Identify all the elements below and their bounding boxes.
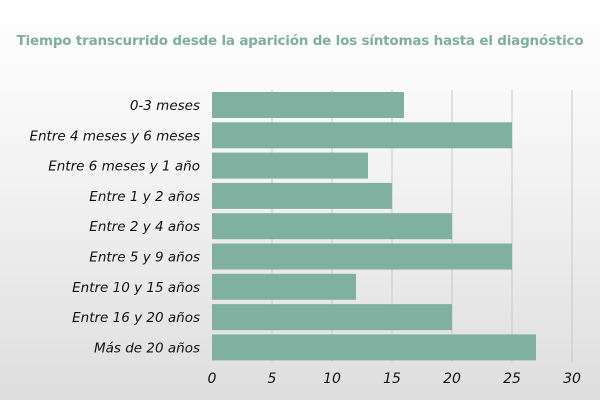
x-tick-label: 10 [323, 371, 341, 387]
bar [212, 182, 392, 209]
x-tick-label: 25 [503, 371, 521, 387]
bar [212, 213, 452, 240]
bar [212, 243, 512, 270]
x-tick-label: 20 [443, 371, 461, 387]
category-label: Más de 20 años [94, 340, 200, 356]
x-tick-label: 5 [268, 371, 277, 387]
bar [212, 122, 512, 149]
x-tick-label: 0 [208, 371, 217, 387]
x-tick-label: 30 [563, 371, 581, 387]
category-label: Entre 10 y 15 años [72, 280, 200, 296]
x-tick-label: 15 [383, 371, 401, 387]
category-label: Entre 1 y 2 años [89, 189, 200, 205]
chart-title: Tiempo transcurrido desde la aparición d… [16, 33, 584, 49]
category-label: Entre 5 y 9 años [89, 250, 200, 266]
category-label: Entre 16 y 20 años [72, 310, 200, 326]
bar [212, 273, 356, 300]
category-label: Entre 2 y 4 años [89, 219, 200, 235]
category-label: Entre 4 meses y 6 meses [29, 128, 200, 144]
bar [212, 334, 536, 361]
bar [212, 152, 368, 179]
bar [212, 304, 452, 331]
category-label: 0-3 meses [130, 98, 200, 114]
category-label: Entre 6 meses y 1 año [48, 159, 200, 175]
bar [212, 92, 404, 118]
